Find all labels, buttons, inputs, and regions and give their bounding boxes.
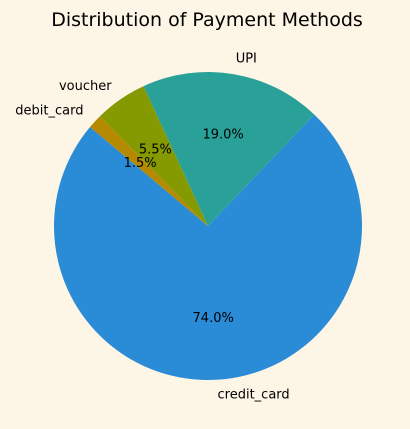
- slice-label-voucher: voucher: [59, 79, 112, 94]
- pie-slice-voucher: [99, 86, 208, 226]
- slice-percent-upi: 19.0%: [202, 127, 243, 142]
- pie-slice-credit-card: [53, 114, 362, 381]
- slice-percent-voucher: 5.5%: [139, 143, 172, 158]
- slice-label-upi: UPI: [236, 51, 257, 66]
- slice-label-debit-card: debit_card: [15, 104, 83, 119]
- slice-percent-credit-card: 74.0%: [193, 311, 234, 326]
- pie-slices: [53, 71, 362, 381]
- pie-slice-upi: [143, 71, 315, 226]
- slice-label-credit-card: credit_card: [218, 388, 290, 403]
- pie-labels: credit_card 74.0% UPI 19.0% voucher 5.5% debit…: [15, 51, 289, 402]
- chart-title: Distribution of Payment Methods: [51, 9, 363, 31]
- pie-slice-debit-card: [90, 116, 208, 226]
- slice-percent-debit-card: 1.5%: [124, 156, 157, 171]
